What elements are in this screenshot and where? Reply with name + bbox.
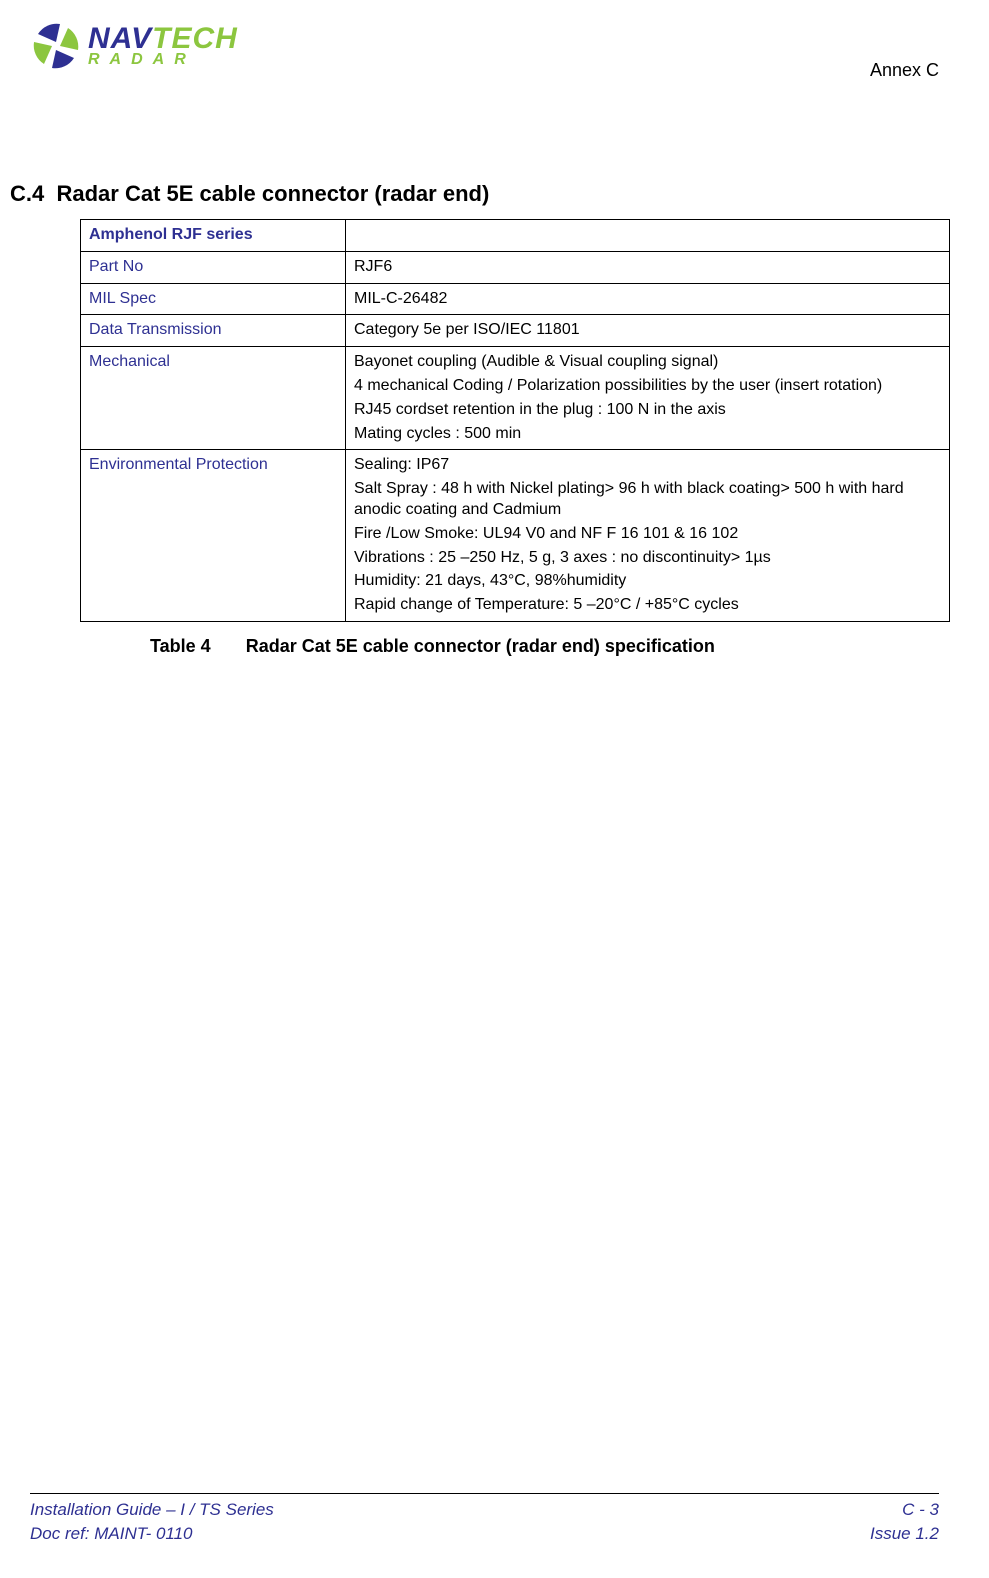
table-row: MIL Spec MIL-C-26482 [81, 283, 950, 315]
section-heading: C.4 Radar Cat 5E cable connector (radar … [10, 181, 939, 207]
row-value: MIL-C-26482 [346, 283, 950, 315]
row-line: 4 mechanical Coding / Polarization possi… [354, 376, 941, 397]
footer-issue: Issue 1.2 [870, 1524, 939, 1544]
row-line: Salt Spray : 48 h with Nickel plating> 9… [354, 479, 941, 521]
row-value-multi: Bayonet coupling (Audible & Visual coupl… [346, 347, 950, 450]
table-row: Mechanical Bayonet coupling (Audible & V… [81, 347, 950, 450]
row-value-multi: Sealing: IP67 Salt Spray : 48 h with Nic… [346, 450, 950, 622]
table-header-label: Amphenol RJF series [81, 220, 346, 252]
logo-icon [30, 20, 82, 72]
row-line: Rapid change of Temperature: 5 –20°C / +… [354, 595, 941, 616]
footer-guide: Installation Guide – I / TS Series [30, 1500, 274, 1520]
row-value: Category 5e per ISO/IEC 11801 [346, 315, 950, 347]
table-row: Data Transmission Category 5e per ISO/IE… [81, 315, 950, 347]
table-caption: Table 4 Radar Cat 5E cable connector (ra… [150, 636, 939, 657]
table-header-row: Amphenol RJF series [81, 220, 950, 252]
logo-sub-text: RADAR [88, 52, 238, 68]
row-label: Data Transmission [81, 315, 346, 347]
footer-divider [30, 1493, 939, 1494]
footer-docref: Doc ref: MAINT- 0110 [30, 1524, 193, 1544]
row-line: Bayonet coupling (Audible & Visual coupl… [354, 352, 941, 373]
row-value: RJF6 [346, 251, 950, 283]
section-title: Radar Cat 5E cable connector (radar end) [56, 181, 489, 206]
row-line: RJ45 cordset retention in the plug : 100… [354, 400, 941, 421]
table-row: Environmental Protection Sealing: IP67 S… [81, 450, 950, 622]
row-label: MIL Spec [81, 283, 346, 315]
row-label: Environmental Protection [81, 450, 346, 622]
caption-text: Radar Cat 5E cable connector (radar end)… [246, 636, 715, 656]
page-footer: Installation Guide – I / TS Series C - 3… [30, 1493, 939, 1548]
spec-table: Amphenol RJF series Part No RJF6 MIL Spe… [80, 219, 950, 622]
section-number: C.4 [10, 181, 44, 206]
row-line: Vibrations : 25 –250 Hz, 5 g, 3 axes : n… [354, 548, 941, 569]
table-header-empty [346, 220, 950, 252]
row-line: Humidity: 21 days, 43°C, 98%humidity [354, 571, 941, 592]
row-line: Mating cycles : 500 min [354, 424, 941, 445]
table-row: Part No RJF6 [81, 251, 950, 283]
row-line: Sealing: IP67 [354, 455, 941, 476]
row-label: Part No [81, 251, 346, 283]
row-label: Mechanical [81, 347, 346, 450]
caption-label: Table 4 [150, 636, 211, 656]
footer-page: C - 3 [902, 1500, 939, 1520]
page-header: NAVTECH RADAR Annex C [30, 20, 939, 81]
logo-text: NAVTECH RADAR [88, 24, 238, 68]
logo: NAVTECH RADAR [30, 20, 238, 72]
row-line: Fire /Low Smoke: UL94 V0 and NF F 16 101… [354, 524, 941, 545]
annex-label: Annex C [870, 60, 939, 81]
